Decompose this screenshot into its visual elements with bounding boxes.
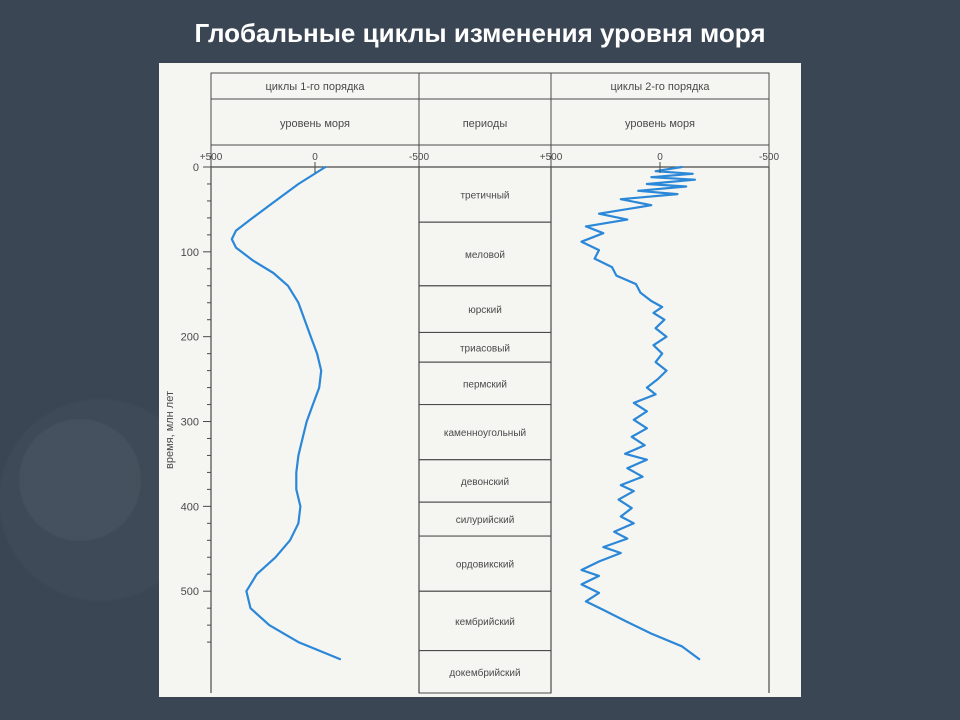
svg-text:третичный: третичный bbox=[460, 191, 509, 202]
svg-text:уровень моря: уровень моря bbox=[625, 118, 695, 130]
svg-text:0: 0 bbox=[657, 152, 663, 163]
svg-text:меловой: меловой bbox=[465, 250, 505, 261]
svg-text:силурийский: силурийский bbox=[456, 515, 515, 526]
svg-text:200: 200 bbox=[181, 332, 199, 344]
svg-text:периоды: периоды bbox=[463, 118, 508, 130]
svg-text:-500: -500 bbox=[759, 152, 779, 163]
chart-svg: циклы 1-го порядка циклы 2-го порядка уров… bbox=[159, 63, 801, 697]
svg-text:девонский: девонский bbox=[461, 477, 509, 488]
svg-text:0: 0 bbox=[193, 162, 199, 174]
svg-text:100: 100 bbox=[181, 247, 199, 259]
svg-text:докембрийский: докембрийский bbox=[449, 667, 520, 679]
sea-level-figure: циклы 1-го порядка циклы 2-го порядка уров… bbox=[159, 63, 801, 697]
svg-text:кембрийский: кембрийский bbox=[455, 616, 515, 628]
svg-text:+500: +500 bbox=[540, 152, 563, 163]
svg-text:циклы 2-го порядка: циклы 2-го порядка bbox=[610, 81, 710, 93]
svg-text:500: 500 bbox=[181, 586, 199, 598]
svg-text:400: 400 bbox=[181, 501, 199, 513]
svg-text:время, млн лет: время, млн лет bbox=[164, 391, 176, 469]
svg-text:триасовый: триасовый bbox=[460, 343, 510, 354]
svg-text:уровень моря: уровень моря bbox=[280, 118, 350, 130]
svg-text:-500: -500 bbox=[409, 152, 429, 163]
svg-text:+500: +500 bbox=[200, 152, 223, 163]
svg-text:циклы 1-го порядка: циклы 1-го порядка bbox=[265, 81, 365, 93]
svg-text:каменноугольный: каменноугольный bbox=[444, 428, 526, 439]
svg-text:юрский: юрский bbox=[468, 305, 502, 316]
svg-text:300: 300 bbox=[181, 417, 199, 429]
page-title: Глобальные циклы изменения уровня моря bbox=[0, 0, 960, 59]
svg-text:0: 0 bbox=[312, 152, 318, 163]
svg-text:пермский: пермский bbox=[463, 379, 507, 390]
svg-text:ордовикский: ордовикский bbox=[456, 560, 514, 571]
